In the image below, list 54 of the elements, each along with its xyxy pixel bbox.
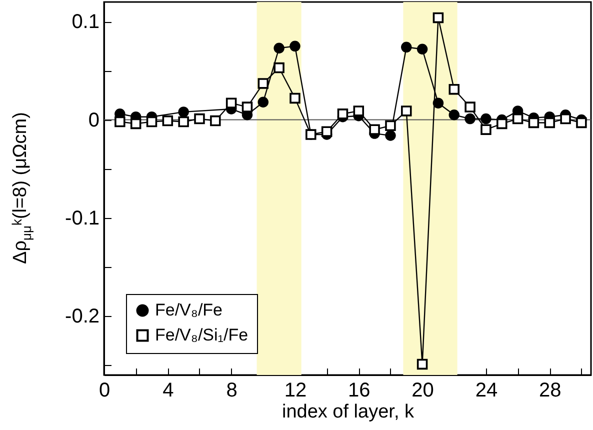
point (560, 113, 571, 124)
x-axis-title: index of layer, k (282, 402, 414, 422)
point (385, 120, 396, 132)
point (258, 96, 269, 108)
point (258, 78, 269, 89)
point (130, 118, 142, 130)
point (432, 12, 444, 24)
point (290, 92, 300, 104)
x-tick-label: 28 (538, 380, 562, 402)
point (290, 40, 300, 52)
point (448, 110, 460, 120)
point (114, 116, 126, 128)
point (512, 113, 524, 124)
point (416, 358, 428, 370)
point (432, 98, 444, 108)
point (146, 116, 158, 128)
point (353, 106, 364, 116)
point (401, 42, 412, 53)
point (210, 115, 221, 126)
point (464, 102, 476, 112)
point (448, 84, 460, 95)
legend-label: Fe/V₈/Si₁/Fe (155, 326, 248, 344)
point (194, 113, 205, 124)
point (162, 115, 174, 126)
point (544, 117, 555, 128)
point (242, 102, 253, 112)
point (178, 116, 189, 128)
y-tick-label: 0.1 (72, 11, 100, 34)
point (496, 118, 508, 130)
point (480, 113, 492, 124)
x-tick-label: 4 (162, 380, 174, 402)
point (178, 106, 189, 118)
point (369, 124, 380, 135)
legend-label: Fe/V₈/Fe (155, 300, 223, 320)
x-tick-label: 24 (475, 380, 498, 402)
x-tick-label: 16 (348, 380, 370, 402)
x-tick-label: 20 (412, 380, 434, 402)
point (337, 108, 348, 120)
point (416, 44, 428, 54)
x-tick-label: 8 (226, 380, 238, 402)
point (274, 62, 284, 74)
y-tick-label: 0 (88, 109, 100, 132)
point (528, 117, 540, 128)
point (274, 42, 284, 54)
point (401, 106, 412, 116)
point (385, 130, 396, 141)
point (480, 124, 492, 135)
point (321, 126, 332, 137)
x-tick-label: 12 (284, 380, 307, 402)
y-tick-label: -0.1 (65, 207, 100, 230)
point (576, 117, 587, 128)
point (464, 113, 476, 124)
point (226, 98, 237, 108)
y-tick-label: -0.2 (65, 306, 100, 328)
